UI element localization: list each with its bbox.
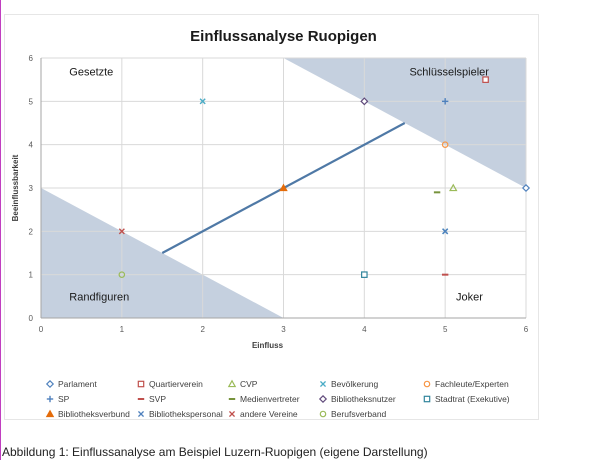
legend-item: Bibliotheksverbund — [45, 409, 136, 419]
legend-label: Bibliothekspersonal — [149, 409, 223, 419]
legend-item: Fachleute/Experten — [422, 379, 532, 389]
data-point-5-1 — [441, 141, 449, 148]
legend-marker-icon — [46, 395, 54, 403]
y-tick-label: 3 — [29, 184, 34, 193]
data-point-13-1 — [118, 228, 125, 235]
chart-plot: Einflussanalyse Ruopigen 0 1 2 3 4 5 6 0 1 2 3 4 5 6 Ei… — [11, 28, 531, 350]
legend-marker-shape — [227, 379, 237, 388]
x-tick-label: 0 — [39, 325, 44, 334]
legend-item: SVP — [136, 394, 227, 404]
chart-legend: Parlament Quartierverein CVP Bevölkerung Fac… — [45, 379, 540, 419]
legend-marker-shape — [137, 380, 145, 388]
x-axis-label: Einfluss — [252, 341, 284, 350]
legend-marker-icon — [228, 410, 236, 418]
y-tick-label: 2 — [29, 227, 34, 236]
quadrant-label-top-right: Schlüsselspieler — [409, 66, 489, 78]
legend-marker-icon — [423, 395, 431, 403]
x-tick-label: 5 — [443, 325, 448, 334]
legend-marker-icon — [45, 409, 55, 418]
data-point-2-1 — [482, 76, 489, 83]
quadrant-label-bottom-right: Joker — [456, 292, 483, 304]
legend-item: CVP — [227, 379, 318, 389]
x-tick-label: 6 — [524, 325, 529, 334]
data-point-4-1-stroke — [199, 98, 206, 105]
legend-label: Stadtrat (Exekutive) — [435, 394, 510, 404]
legend-marker-shape — [137, 410, 145, 418]
legend-label: Berufsverband — [331, 409, 387, 419]
legend-label: andere Vereine — [240, 409, 298, 419]
legend-marker-shape — [228, 410, 236, 418]
legend-item: andere Vereine — [227, 409, 318, 419]
legend-marker-shape — [45, 379, 55, 389]
legend-marker-shape-stroke — [319, 380, 327, 388]
legend-marker-icon — [137, 380, 145, 388]
legend-label: SVP — [149, 394, 167, 404]
legend-marker-shape — [46, 395, 54, 403]
legend-marker-shape — [319, 410, 327, 418]
data-point-13-1-stroke — [118, 228, 125, 235]
quadrant-label-bottom-left: Randfiguren — [69, 292, 129, 304]
legend-item: Quartierverein — [136, 379, 227, 389]
legend-marker-icon — [137, 410, 145, 418]
legend-label: Bevölkerung — [331, 379, 379, 389]
legend-item: SP — [45, 394, 136, 404]
legend-label: Medienvertreter — [240, 394, 300, 404]
legend-label: SP — [58, 394, 70, 404]
legend-label: Bibliotheksverbund — [58, 409, 130, 419]
legend-marker-shape — [423, 395, 431, 403]
legend-marker-shape — [423, 380, 431, 388]
legend-marker-shape-stroke — [137, 410, 145, 418]
y-tick-label: 5 — [29, 97, 34, 106]
chart-frame: Einflussanalyse Ruopigen 0 1 2 3 4 5 6 0 1 2 3 4 5 6 Ei… — [4, 14, 539, 420]
chart-title: Einflussanalyse Ruopigen — [190, 28, 377, 45]
x-tick-label: 4 — [362, 325, 367, 334]
legend-marker-icon — [227, 379, 237, 388]
legend-marker-icon — [228, 398, 236, 400]
data-point-12-1-stroke — [442, 228, 449, 235]
legend-marker-icon — [423, 380, 431, 388]
legend-item: Medienvertreter — [227, 394, 318, 404]
data-point-6-1 — [441, 98, 449, 105]
data-point-14-1 — [118, 271, 126, 278]
legend-label: CVP — [240, 379, 258, 389]
legend-marker-icon — [45, 379, 55, 389]
legend-item: Stadtrat (Exekutive) — [422, 394, 532, 404]
legend-item: Bibliotheksnutzer — [318, 394, 422, 404]
legend-marker-shape — [319, 380, 327, 388]
legend-label: Quartierverein — [149, 379, 203, 389]
figure-caption: Abbildung 1: Einflussanalyse am Beispiel… — [2, 445, 428, 459]
y-tick-label: 1 — [29, 271, 34, 280]
legend-label: Bibliotheksnutzer — [331, 394, 396, 404]
legend-marker-icon — [137, 398, 145, 400]
data-point-9-1 — [360, 97, 369, 106]
x-tick-label: 1 — [120, 325, 125, 334]
legend-marker-icon — [318, 394, 328, 404]
data-point-11-1 — [279, 183, 288, 192]
y-tick-label: 6 — [29, 54, 34, 63]
x-tick-label: 3 — [281, 325, 286, 334]
data-point-10-1 — [361, 271, 368, 278]
data-point-1-1 — [521, 183, 531, 193]
y-tick-label: 4 — [29, 141, 34, 150]
legend-marker-icon — [319, 380, 327, 388]
legend-label: Parlament — [58, 379, 97, 389]
page-edge-rule — [0, 0, 1, 460]
legend-marker-shape — [45, 409, 55, 418]
data-point-3-1 — [449, 183, 458, 192]
legend-item: Bevölkerung — [318, 379, 422, 389]
data-point-4-1 — [199, 98, 206, 105]
x-tick-label: 2 — [200, 325, 205, 334]
legend-marker-shape-stroke — [228, 410, 236, 418]
data-point-12-1 — [442, 228, 449, 235]
legend-item: Berufsverband — [318, 409, 422, 419]
legend-marker-shape — [318, 394, 328, 404]
legend-marker-icon — [319, 410, 327, 418]
legend-item: Bibliothekspersonal — [136, 409, 227, 419]
legend-label: Fachleute/Experten — [435, 379, 509, 389]
y-tick-label: 0 — [29, 314, 34, 323]
y-axis-label: Beeinflussbarkeit — [11, 154, 20, 221]
quadrant-label-top-left: Gesetzte — [69, 66, 113, 78]
legend-item: Parlament — [45, 379, 136, 389]
